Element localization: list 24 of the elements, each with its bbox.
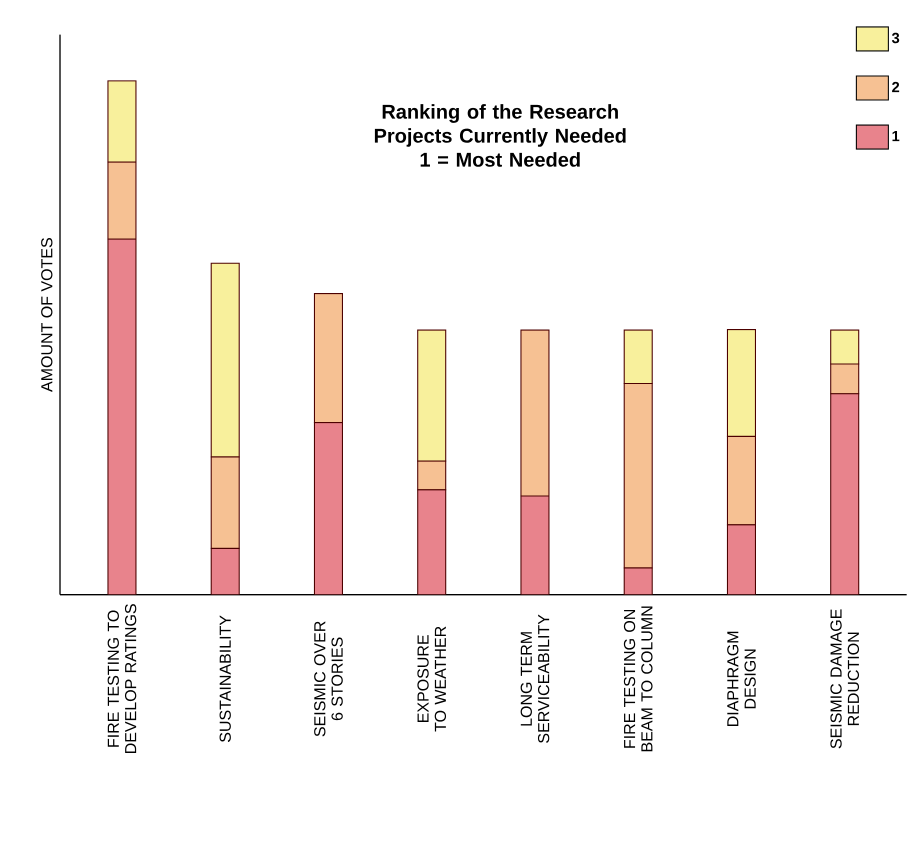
x-tick-label: SEISMIC DAMAGE REDUCTION: [830, 609, 860, 748]
bar: [314, 293, 343, 424]
legend-label: 2: [892, 82, 900, 92]
bar: [726, 524, 756, 595]
bar: [520, 330, 550, 497]
legend-label: 1: [892, 131, 900, 142]
bar: [520, 495, 550, 595]
x-tick-label: SEISMIC OVER 6 STORIES: [314, 621, 343, 736]
bar: [830, 393, 860, 595]
bar: [210, 548, 240, 595]
text: Ranking of the Research Projects Currently Needed: [374, 104, 626, 147]
text: 1 = Most Needed: [420, 152, 580, 167]
bar: [624, 567, 653, 595]
y-axis-title: AMOUNT OF VOTES: [41, 238, 52, 392]
x-tick-label: FIRE TESTING TO DEVELOP RATINGS: [108, 604, 136, 753]
x-tick-label: SUSTAINABILITY: [220, 615, 231, 742]
x-tick-label: EXPOSURE TO WEATHER: [417, 626, 446, 732]
x-tick-label: FIRE TESTING ON BEAM TO COLUMN: [624, 606, 653, 752]
legend-label: 3: [892, 32, 900, 44]
bar: [417, 489, 446, 595]
bar: [107, 238, 136, 595]
x-tick-label: DIAPHRAGM DESIGN: [727, 632, 756, 726]
bar: [314, 422, 343, 595]
x-tick-label: LONG TERM SERVICEABILITY: [520, 614, 550, 743]
